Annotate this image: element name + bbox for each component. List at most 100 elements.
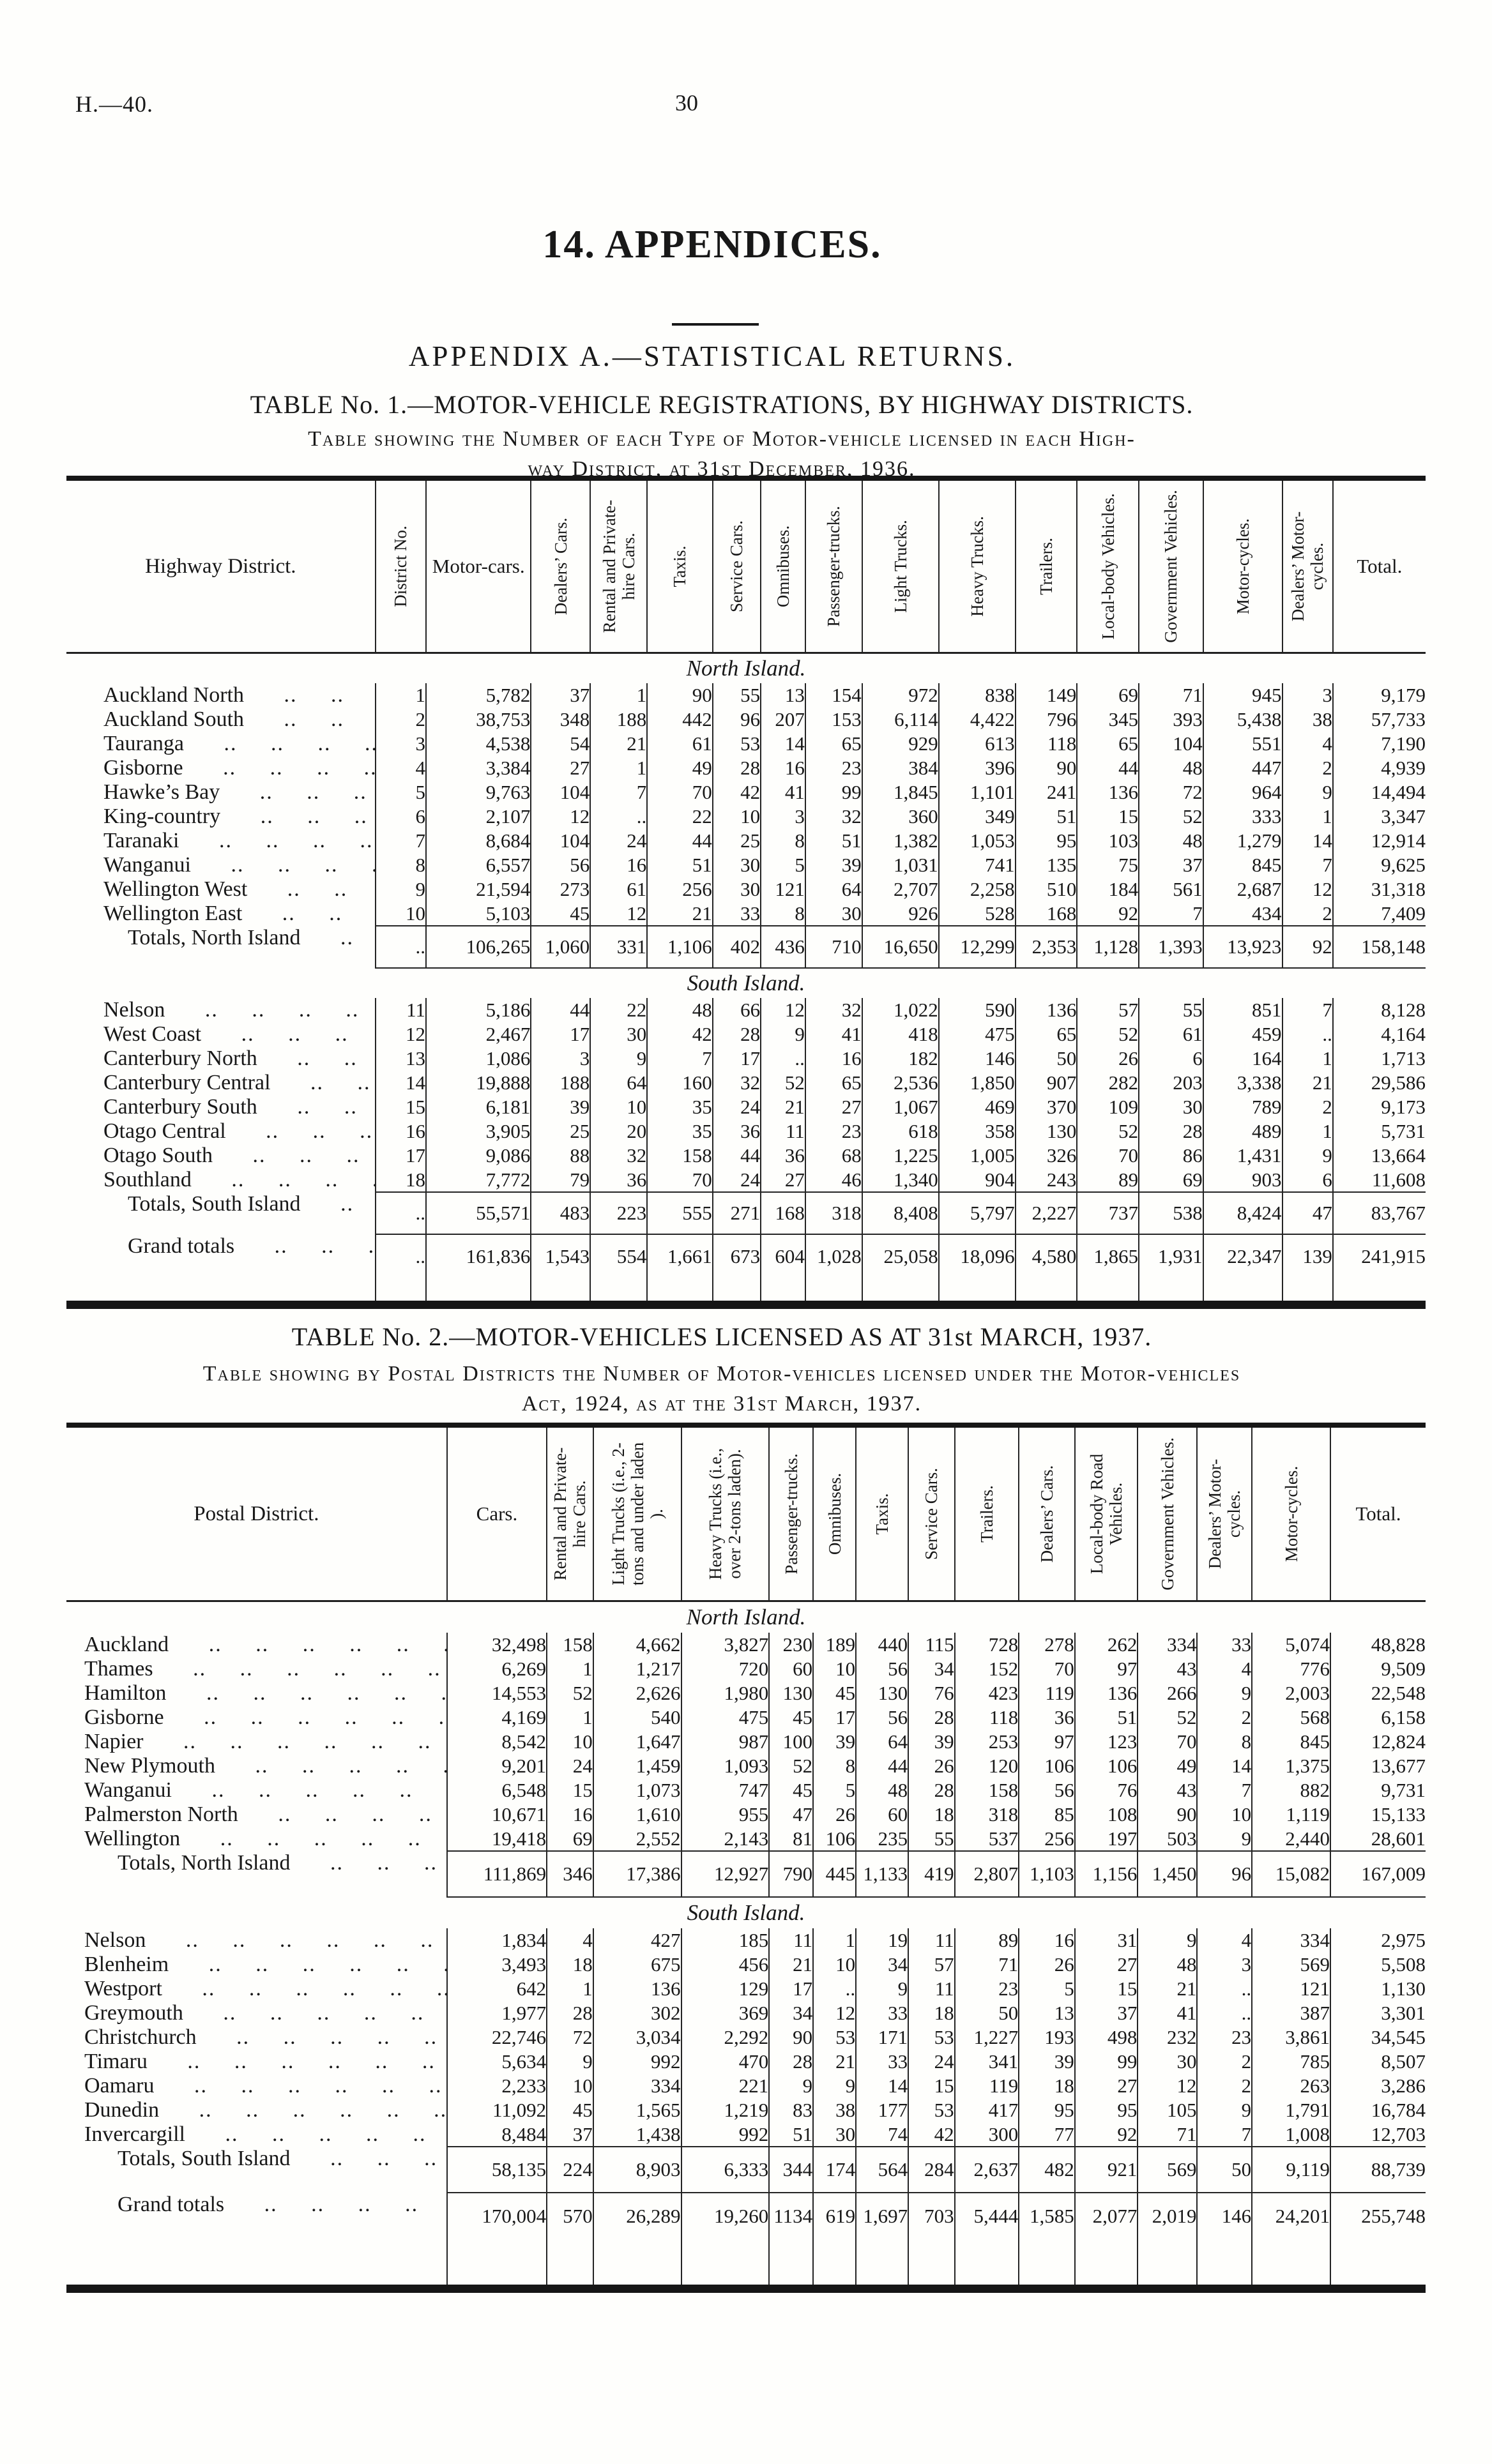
value-cell: 785 — [1251, 2050, 1330, 2074]
value-cell: 384 — [861, 756, 939, 780]
value-cell: 790 — [768, 1850, 814, 1898]
header-row: Highway District. District No. Motor-cars.… — [66, 478, 1426, 654]
table-row: Canterbury Central .. .. .. .. .. .. .. … — [66, 1071, 1426, 1095]
value-cell: 256 — [1018, 1827, 1075, 1851]
column-header: Taxis. — [670, 545, 690, 587]
value-cell: 9 — [1196, 1681, 1252, 1705]
column-header: Trailers. — [1037, 538, 1056, 595]
value-cell: 136 — [1014, 998, 1077, 1022]
value-cell: 3,905 — [425, 1119, 531, 1144]
value-cell: 8 — [760, 902, 805, 926]
value-cell: 89 — [1076, 1168, 1139, 1192]
row-name: Totals, South Island — [128, 1192, 301, 1216]
value-cell: 171 — [855, 2025, 909, 2050]
value-cell: 489 — [1202, 1119, 1283, 1144]
value-cell: 4,169 — [446, 1705, 547, 1730]
row-name-cell: Wellington .. .. .. .. .. .. .. .. .. ..… — [66, 1827, 446, 1851]
value-cell: 569 — [1251, 1953, 1330, 1977]
value-cell: 9 — [855, 1977, 909, 2001]
dot-leader: .. .. .. .. .. .. .. .. .. .. .. .. .. .… — [330, 2147, 446, 2170]
column-header: Taxis. — [872, 1493, 892, 1535]
value-cell: 16 — [804, 1047, 862, 1071]
row-name: Greymouth — [84, 2001, 183, 2025]
value-cell: 538 — [1138, 1191, 1203, 1235]
value-cell: 1,393 — [1138, 925, 1203, 969]
dot-leader: .. .. .. .. .. .. .. .. .. .. .. .. .. .… — [218, 829, 375, 852]
value-cell: 16,650 — [861, 925, 939, 969]
value-cell: 27 — [1074, 1953, 1138, 1977]
row-name-cell: Otago Central .. .. .. .. .. .. .. .. ..… — [66, 1119, 375, 1144]
column-header: Government Vehicles. — [1157, 1437, 1177, 1591]
value-cell: 360 — [861, 805, 939, 829]
value-cell: 728 — [954, 1633, 1019, 1657]
value-cell: 9,086 — [425, 1144, 531, 1168]
spacer-cell — [592, 2239, 681, 2288]
value-cell: 1,103 — [1018, 1850, 1075, 1898]
value-cell: 720 — [680, 1657, 770, 1681]
value-cell: 56 — [530, 853, 591, 877]
value-cell: 96 — [712, 707, 761, 732]
column-header-cell: Local-body Road Vehicles. — [1074, 1425, 1138, 1602]
value-cell: 673 — [712, 1234, 761, 1278]
row-name: Christchurch — [84, 2025, 197, 2049]
value-cell: 243 — [1014, 1168, 1077, 1192]
grand-row: Grand totals .. .. .. .. .. .. .. .. .. … — [66, 1234, 1426, 1278]
value-cell: 8 — [374, 853, 426, 877]
value-cell: 334 — [1137, 1633, 1198, 1657]
totals-row: Totals, South Island .. .. .. .. .. .. .… — [66, 2146, 1426, 2193]
row-header: Highway District. — [66, 478, 376, 654]
column-header-cell: Motor-cycles. — [1202, 478, 1283, 654]
column-header-cell: Omnibuses. — [760, 478, 805, 654]
column-header: Service Cars. — [922, 1468, 941, 1560]
column-header: Rental and Private-hire Cars. — [551, 1447, 590, 1581]
value-cell: 72 — [546, 2025, 593, 2050]
row-name: Grand totals — [118, 2193, 225, 2216]
row-name: Auckland North — [103, 683, 245, 707]
table2-title: TABLE No. 2.—MOTOR-VEHICLES LICENSED AS … — [291, 1322, 1152, 1351]
spacer-cell — [1196, 2239, 1252, 2288]
value-cell: 71 — [1138, 683, 1203, 707]
value-cell: 17 — [812, 1705, 856, 1730]
value-cell: 9,763 — [425, 780, 531, 805]
value-cell: 737 — [1076, 1191, 1139, 1235]
value-cell: 459 — [1202, 1022, 1283, 1047]
value-cell: 7 — [1281, 853, 1333, 877]
value-cell: 207 — [760, 707, 805, 732]
column-header: Service Cars. — [727, 520, 747, 612]
value-cell: 158 — [954, 1778, 1019, 1803]
value-cell: 266 — [1137, 1681, 1198, 1705]
value-cell: 119 — [1018, 1681, 1075, 1705]
value-cell: 7,190 — [1332, 732, 1426, 756]
spacer-cell — [712, 1278, 761, 1304]
spacer-cell — [680, 2239, 770, 2288]
row-name: Napier — [84, 1730, 144, 1753]
value-cell: 25 — [712, 829, 761, 853]
value-cell: 61 — [1138, 1022, 1203, 1047]
dot-leader: .. .. .. .. .. .. .. .. .. .. .. .. .. .… — [278, 1803, 446, 1826]
value-cell: 3,286 — [1329, 2074, 1426, 2098]
value-cell: 108 — [1074, 1803, 1138, 1827]
value-cell: 475 — [938, 1022, 1016, 1047]
value-cell: 27 — [804, 1095, 862, 1119]
value-cell: 423 — [954, 1681, 1019, 1705]
table2-subtitle: Table showing by Postal Districts the Nu… — [0, 1359, 1443, 1419]
value-cell: 7,772 — [425, 1168, 531, 1192]
value-cell: 1,156 — [1074, 1850, 1138, 1898]
table-row: Greymouth .. .. .. .. .. .. .. .. .. .. … — [66, 2001, 1426, 2025]
value-cell: 741 — [938, 853, 1016, 877]
row-name: Wellington East — [103, 902, 243, 925]
value-cell: 436 — [760, 925, 805, 969]
table-row: Dunedin .. .. .. .. .. .. .. .. .. .. ..… — [66, 2098, 1426, 2122]
value-cell: 36 — [1018, 1705, 1075, 1730]
value-cell: 30 — [804, 902, 862, 926]
value-cell: .. — [1196, 2001, 1252, 2025]
value-cell: 1,031 — [861, 853, 939, 877]
value-cell: 528 — [938, 902, 1016, 926]
value-cell: 13,923 — [1202, 925, 1283, 969]
value-cell: 972 — [861, 683, 939, 707]
value-cell: 427 — [592, 1928, 681, 1953]
value-cell: 1 — [812, 1928, 856, 1953]
value-cell: 9 — [760, 1022, 805, 1047]
spacer-cell — [590, 1278, 648, 1304]
value-cell: 53 — [812, 2025, 856, 2050]
